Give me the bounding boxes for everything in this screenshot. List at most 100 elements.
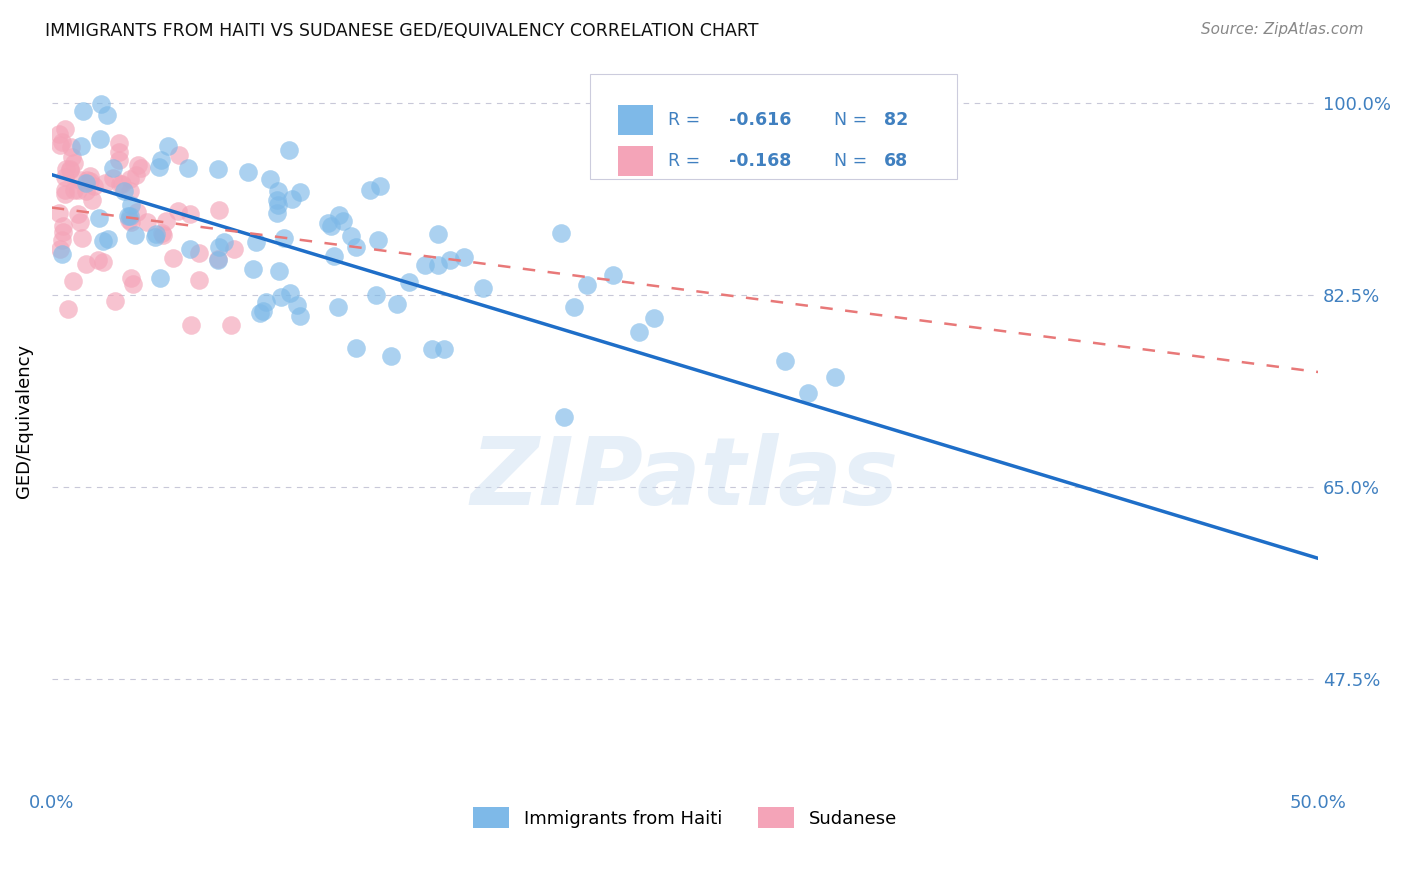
Point <box>120 197 142 211</box>
Point <box>177 161 200 175</box>
Point <box>122 277 145 291</box>
Text: -0.616: -0.616 <box>730 112 792 129</box>
Point <box>797 386 820 401</box>
Point <box>89 211 111 226</box>
Point <box>180 318 202 332</box>
Point <box>472 280 495 294</box>
Point <box>58 162 80 177</box>
Point <box>49 138 72 153</box>
Point <box>48 205 70 219</box>
Point <box>62 275 84 289</box>
Point <box>238 165 260 179</box>
Point <box>245 235 267 249</box>
Point <box>576 278 599 293</box>
Point <box>627 325 650 339</box>
Point <box>76 257 98 271</box>
Point <box>127 157 149 171</box>
Point <box>69 172 91 186</box>
Point <box>120 270 142 285</box>
Text: IMMIGRANTS FROM HAITI VS SUDANESE GED/EQUIVALENCY CORRELATION CHART: IMMIGRANTS FROM HAITI VS SUDANESE GED/EQ… <box>45 22 758 40</box>
Point <box>344 240 367 254</box>
Point <box>118 171 141 186</box>
FancyBboxPatch shape <box>591 74 957 179</box>
Point <box>285 298 308 312</box>
Point <box>58 301 80 316</box>
Point <box>79 169 101 184</box>
Point <box>427 227 450 241</box>
Point <box>101 161 124 176</box>
Point <box>553 410 575 425</box>
Point <box>111 177 134 191</box>
Point <box>59 140 82 154</box>
Point <box>131 161 153 176</box>
Y-axis label: GED/Equivalency: GED/Equivalency <box>15 344 32 499</box>
Point <box>53 187 76 202</box>
Point <box>76 173 98 187</box>
Point <box>167 148 190 162</box>
Point <box>326 300 349 314</box>
Point <box>152 228 174 243</box>
Point <box>267 184 290 198</box>
Point <box>75 184 97 198</box>
Point <box>125 168 148 182</box>
Point <box>367 234 389 248</box>
Point <box>207 161 229 176</box>
Point <box>290 186 312 200</box>
Point <box>344 342 367 356</box>
Point <box>60 150 83 164</box>
Point <box>179 242 201 256</box>
Point <box>179 206 201 220</box>
Point <box>208 202 231 217</box>
Point <box>63 156 86 170</box>
Point <box>145 227 167 241</box>
Point <box>90 96 112 111</box>
Point <box>89 132 111 146</box>
Point <box>157 139 180 153</box>
Point <box>188 246 211 260</box>
Point <box>322 249 344 263</box>
Point <box>368 179 391 194</box>
Point <box>281 192 304 206</box>
Text: -0.168: -0.168 <box>730 152 792 169</box>
Point <box>52 219 75 233</box>
Point <box>49 242 72 256</box>
Text: 82: 82 <box>884 112 908 129</box>
Bar <box>617 105 654 136</box>
Point <box>267 198 290 212</box>
Point <box>53 121 76 136</box>
Point <box>643 310 665 325</box>
Point <box>75 177 97 191</box>
Point <box>340 229 363 244</box>
Point <box>149 153 172 167</box>
Point <box>149 271 172 285</box>
Point <box>51 247 73 261</box>
Point <box>124 228 146 243</box>
Point <box>824 370 846 384</box>
Bar <box>617 145 654 176</box>
Point <box>188 272 211 286</box>
Point <box>167 203 190 218</box>
Point <box>83 178 105 193</box>
Point <box>104 293 127 308</box>
Point <box>136 215 159 229</box>
Point <box>93 255 115 269</box>
Point <box>72 103 94 118</box>
Point <box>117 209 139 223</box>
Point <box>53 184 76 198</box>
Point <box>96 107 118 121</box>
Point <box>55 162 77 177</box>
Point <box>259 172 281 186</box>
Point <box>270 290 292 304</box>
Point <box>143 230 166 244</box>
Point <box>82 193 104 207</box>
Point <box>208 240 231 254</box>
Point <box>254 295 277 310</box>
Point <box>118 184 141 198</box>
Point <box>66 207 89 221</box>
Point <box>118 212 141 227</box>
Point <box>59 162 82 177</box>
Point <box>328 208 350 222</box>
Point <box>162 251 184 265</box>
Point <box>155 214 177 228</box>
Point <box>252 304 274 318</box>
